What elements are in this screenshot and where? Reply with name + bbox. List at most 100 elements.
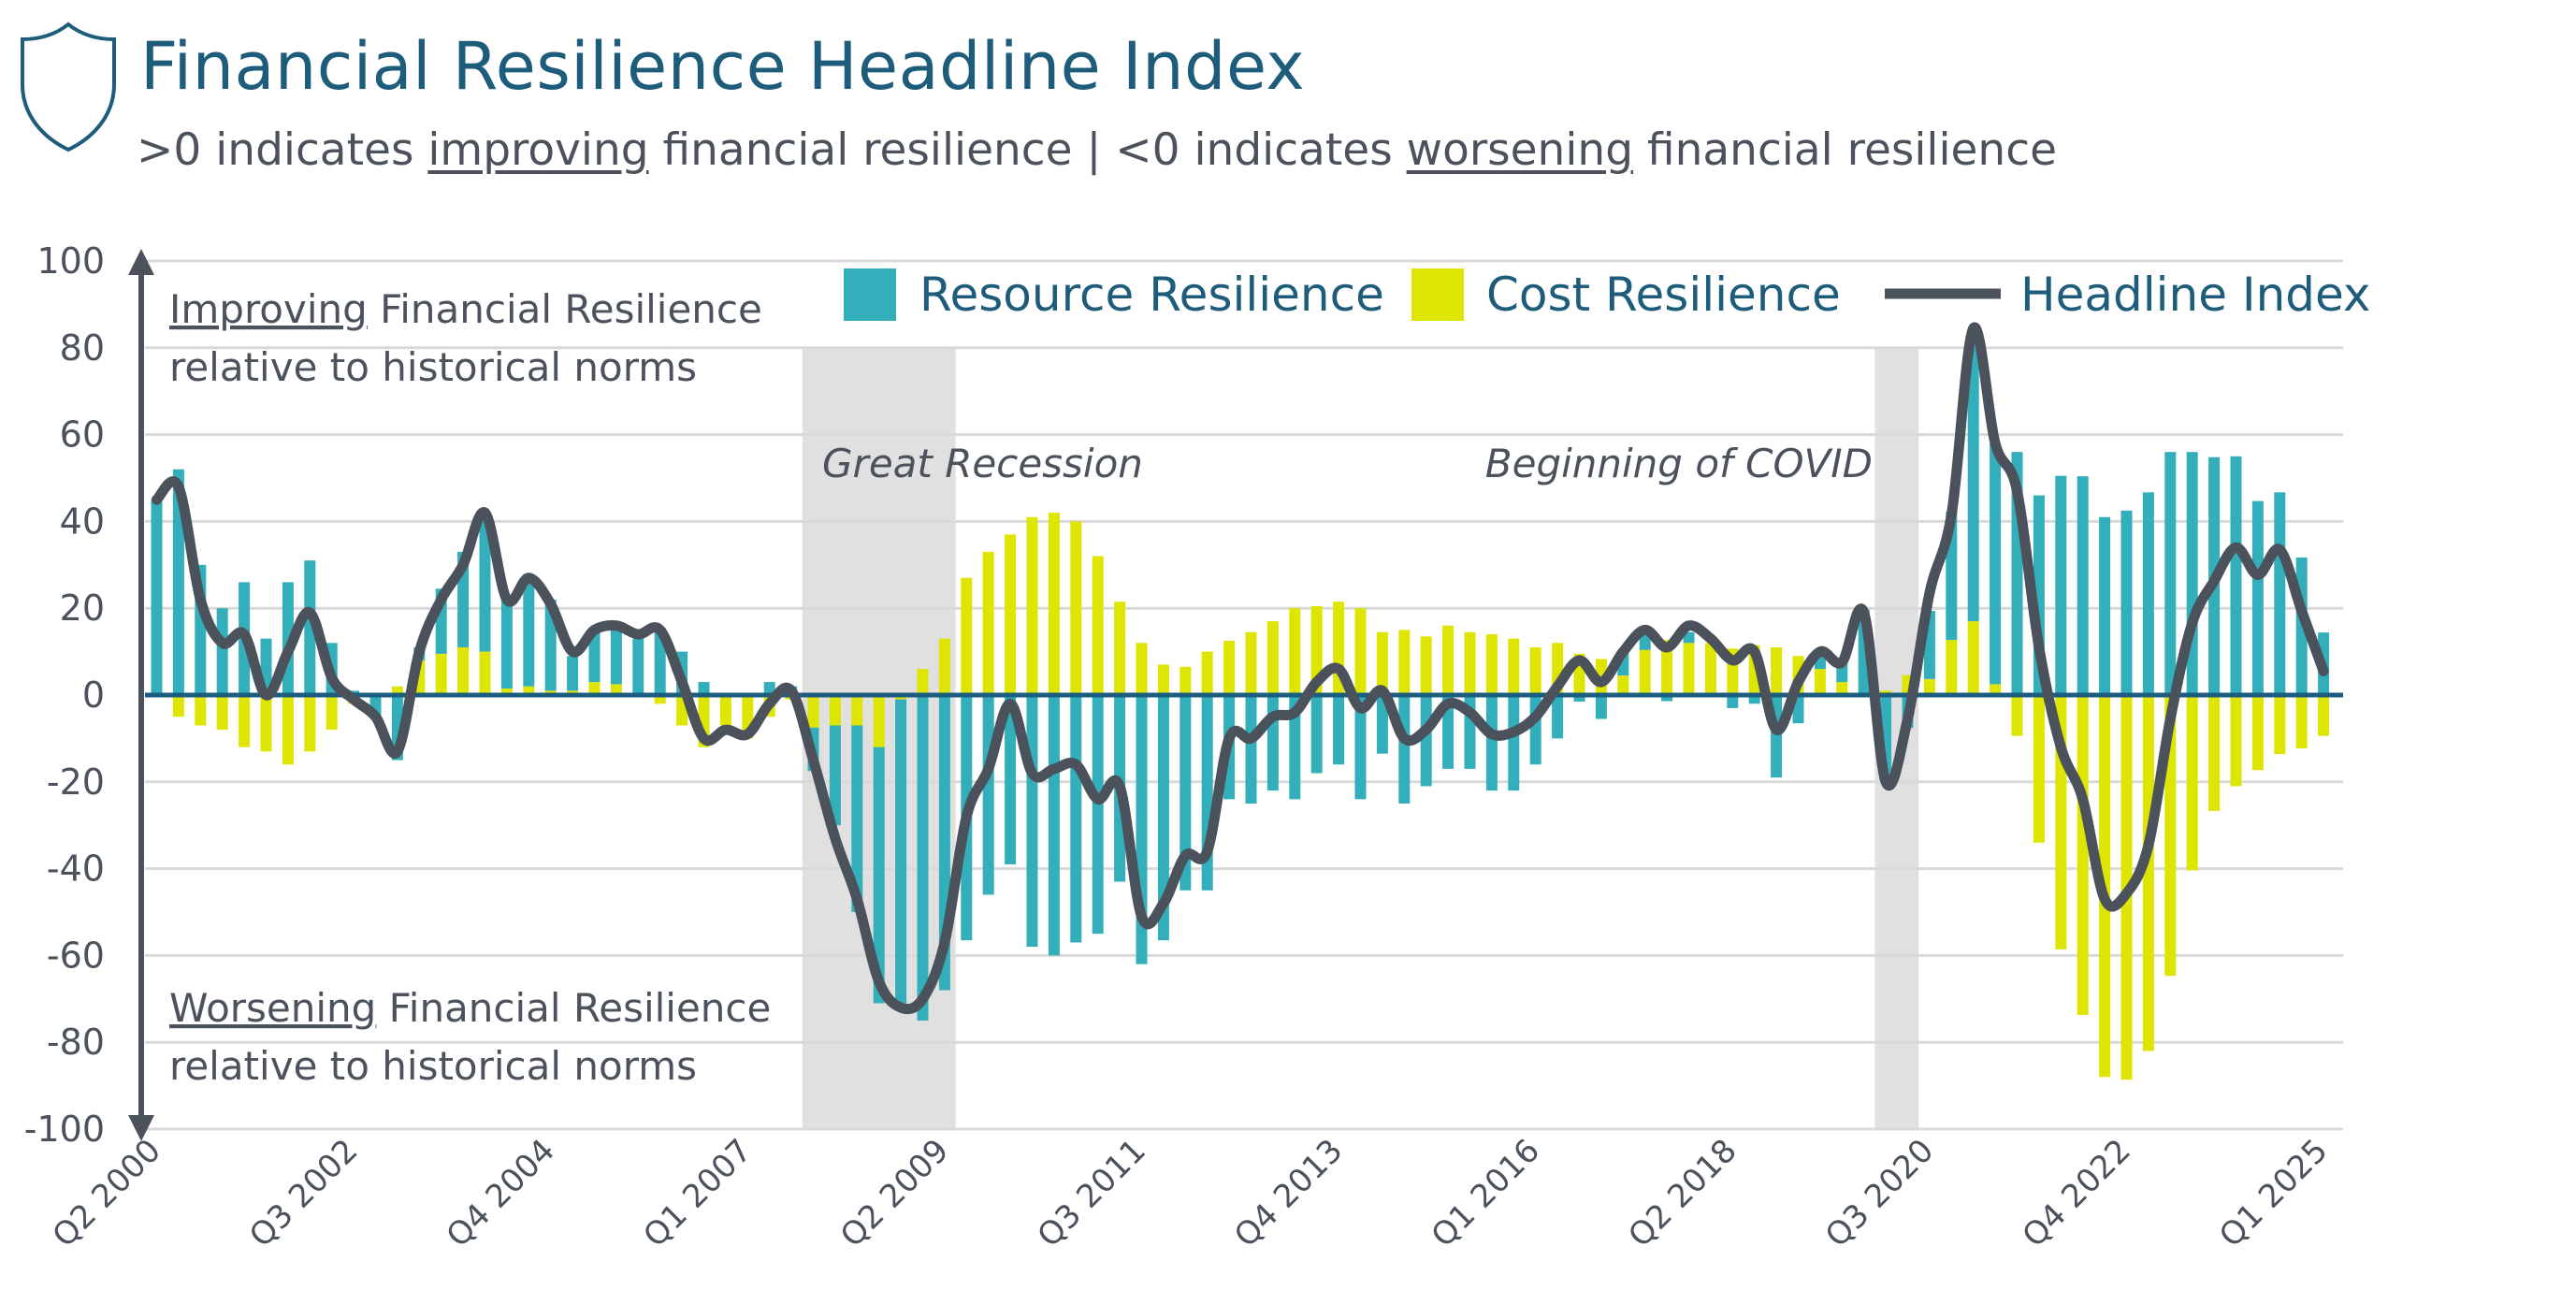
annotation-improving: Improving Financial Resilience relative … [169,286,762,390]
resource-resilience-bar [1398,695,1411,804]
resource-resilience-bar [1354,695,1367,800]
note-underlined: Improving [169,286,368,332]
cost-resilience-bar [1683,643,1695,695]
resource-resilience-bar [304,560,316,695]
resource-resilience-bar [2120,510,2133,695]
y-tick-label: 80 [60,327,105,369]
cost-resilience-bar [216,695,228,731]
cost-resilience-bar [1114,602,1126,695]
legend-label-headline: Headline Index [2020,268,2371,322]
resource-resilience-bar [1310,695,1323,774]
resource-resilience-bar [1508,695,1520,791]
shade-label-great-recession: Great Recession [822,441,1143,486]
cost-resilience-bar [1617,675,1629,695]
resource-resilience-bar [1157,695,1169,941]
cost-resilience-bar [479,651,491,695]
cost-resilience-bar [2142,695,2154,1051]
cost-resilience-bar [2318,695,2330,736]
y-tick-label: 100 [36,240,105,282]
cost-resilience-bar [1836,682,1848,695]
resource-resilience-bar [2077,476,2089,695]
subtitle-text: financial resilience [1633,124,2057,176]
cost-resilience-bar [1157,664,1169,695]
cost-resilience-bar [1661,640,1673,695]
cost-resilience-bar [1814,669,1826,695]
resource-resilience-bar [1967,327,1979,622]
resource-resilience-bar [2142,492,2154,695]
resource-resilience-bar [2230,456,2242,695]
resource-resilience-bar [698,682,710,695]
cost-resilience-bar [500,688,513,695]
cost-resilience-bar [1420,636,1432,695]
resource-resilience-bar [1727,695,1739,708]
legend-label-resource: Resource Resilience [919,268,1384,322]
cost-resilience-bar [2295,695,2308,749]
cost-resilience-bar [2011,695,2023,736]
x-tick-label: Q4 2022 [2016,1132,2138,1254]
cost-resilience-bar [1704,643,1716,695]
cost-resilience-bar [1442,625,1454,695]
resource-resilience-bar [2186,452,2198,695]
cost-resilience-bar [588,682,601,695]
x-tick-label: Q1 2016 [1425,1132,1547,1254]
cost-resilience-bar [851,695,863,726]
resource-resilience-bar [2099,516,2111,695]
cost-resilience-bar [2186,695,2198,871]
cost-resilience-bar [1354,608,1367,695]
cost-resilience-bar [1946,640,1958,695]
annotation-worsening: Worsening Financial Resilience relative … [169,985,771,1089]
x-tick-label: Q4 2013 [1227,1132,1350,1254]
cost-resilience-bar [1464,631,1476,695]
x-tick-label: Q4 2004 [440,1132,562,1254]
subtitle-improving: improving [427,124,649,176]
cost-resilience-bar [2033,695,2045,843]
resource-resilience-bar [1333,695,1345,765]
cost-resilience-bar [435,653,447,695]
x-tick-label: Q2 2000 [46,1132,168,1254]
cost-resilience-bar [1376,631,1388,695]
resource-resilience-bar [151,500,163,695]
cost-resilience-bar [1771,646,1783,695]
cost-resilience-bar [1485,634,1498,695]
resource-resilience-bar [172,469,184,695]
cost-resilience-bar [260,695,272,752]
resource-resilience-bar [588,631,601,683]
note-text: relative to historical norms [169,1043,697,1089]
resource-resilience-bar [1595,695,1607,719]
cost-resilience-bar [1967,621,1979,695]
cost-resilience-bar [2274,695,2286,755]
page-title: Financial Resilience Headline Index [140,28,1306,105]
y-tick-label: 20 [60,587,105,629]
resource-resilience-bar [1573,695,1585,702]
cost-resilience-bar [1005,534,1017,695]
cost-resilience-bar [391,686,403,695]
resource-resilience-bar [2055,475,2067,695]
resource-resilience-bar [1552,695,1564,739]
resource-resilience-bar [851,725,863,912]
resource-resilience-bar [1639,634,1651,650]
cost-resilience-bar [610,684,622,695]
subtitle-text: financial resilience | <0 indicates [648,124,1407,176]
headline-index-line [152,322,2329,1015]
resource-resilience-bar [1442,695,1454,769]
cost-resilience-bar [961,577,973,695]
y-axis-arrow [128,249,154,1141]
y-tick-label: 60 [60,414,105,456]
subtitle-worsening: worsening [1406,124,1634,176]
x-tick-label: Q1 2025 [2212,1132,2335,1254]
y-tick-label: -60 [47,935,105,976]
cost-resilience-bar [807,695,819,728]
x-tick-label: Q3 2002 [242,1132,365,1254]
resource-resilience-bar [1748,695,1760,704]
resource-resilience-bar [2251,500,2264,695]
cost-resilience-bar [2230,695,2242,787]
resource-resilience-bar [1661,695,1673,702]
resource-resilience-bar [982,695,994,895]
svg-text:Improving Financial Resilience: Improving Financial Resilience [169,286,762,332]
cost-resilience-bar [938,638,950,695]
cost-resilience-bar [1508,638,1520,695]
y-tick-label: 40 [60,500,105,542]
cost-resilience-bar [1289,608,1301,695]
resource-resilience-bar [1005,695,1017,864]
cost-resilience-bar [1048,513,1060,695]
